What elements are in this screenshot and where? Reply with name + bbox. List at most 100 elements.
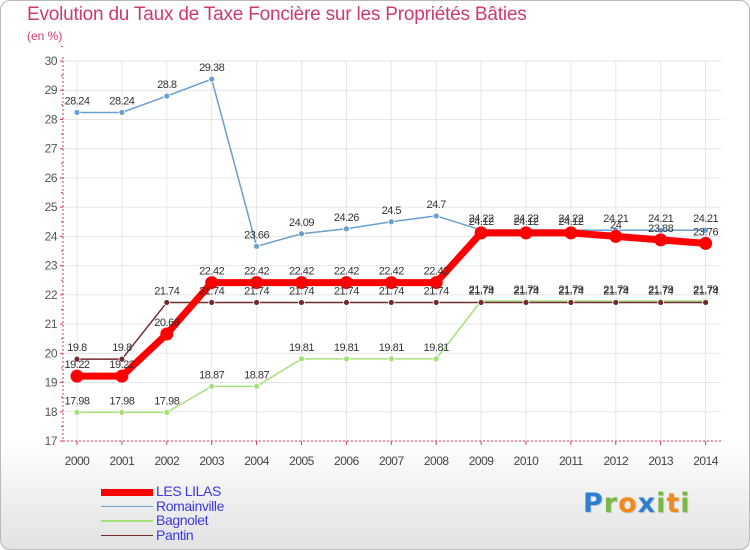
data-label: 28.24 <box>64 95 89 107</box>
data-label: 21.74 <box>603 285 628 297</box>
x-tick-label: 2009 <box>469 454 495 468</box>
data-label: 19.81 <box>424 342 449 354</box>
y-tick-label: 19 <box>45 376 58 390</box>
data-label: 24.5 <box>382 205 402 217</box>
data-point <box>73 408 81 416</box>
data-point <box>250 276 264 290</box>
x-tick-label: 2002 <box>154 454 180 468</box>
data-point <box>564 226 578 240</box>
data-label: 24.22 <box>558 213 583 225</box>
data-label: 21.74 <box>199 285 224 297</box>
data-label: 21.74 <box>693 285 718 297</box>
data-label: 18.87 <box>199 369 224 381</box>
data-label: 17.98 <box>64 395 89 407</box>
legend-swatch <box>101 520 153 522</box>
data-point <box>118 408 126 416</box>
data-label: 17.98 <box>109 395 134 407</box>
y-tick-label: 27 <box>45 142 58 156</box>
y-tick-label: 17 <box>45 434 58 448</box>
data-point <box>702 299 709 306</box>
data-label: 24.22 <box>513 213 538 225</box>
x-tick-label: 2013 <box>648 454 674 468</box>
x-tick-label: 2007 <box>379 454 405 468</box>
data-point <box>339 276 353 290</box>
data-label: 24.09 <box>289 217 314 229</box>
data-point <box>163 92 171 100</box>
data-point <box>342 355 350 363</box>
data-point <box>208 299 216 306</box>
data-label: 22.42 <box>424 266 449 278</box>
data-point <box>567 299 575 306</box>
proxiti-logo: Proxiti <box>583 488 691 519</box>
x-tick-label: 2000 <box>65 454 91 468</box>
x-tick-label: 2011 <box>559 454 584 468</box>
x-tick-label: 2003 <box>199 454 225 468</box>
logo-letter: r <box>603 488 619 519</box>
data-point <box>384 276 398 290</box>
x-tick-label: 2004 <box>244 454 270 468</box>
data-point <box>298 230 305 238</box>
data-label: 19.81 <box>379 342 404 354</box>
data-label: 21.74 <box>424 285 449 297</box>
data-label: 21.74 <box>558 285 583 297</box>
data-label: 19.22 <box>109 359 134 371</box>
data-label: 21.74 <box>648 285 673 297</box>
data-label: 21.74 <box>289 285 314 297</box>
data-point <box>205 276 219 290</box>
data-point <box>699 236 713 250</box>
y-tick-label: 20 <box>45 346 58 360</box>
x-tick-label: 2006 <box>334 454 360 468</box>
data-label: 23.76 <box>693 226 718 238</box>
data-label: 21.79 <box>603 284 628 296</box>
data-label: 19.22 <box>64 359 89 371</box>
logo-letter: i <box>680 488 691 519</box>
data-point <box>387 218 395 226</box>
data-point <box>118 355 126 363</box>
data-label: 19.8 <box>112 342 132 354</box>
data-label: 21.79 <box>513 284 538 296</box>
data-point <box>163 299 171 306</box>
data-label: 24.21 <box>693 213 718 225</box>
legend-label: Pantin <box>156 526 194 543</box>
data-label: 21.79 <box>558 284 583 296</box>
x-tick-label: 2010 <box>514 454 540 468</box>
data-label: 24.21 <box>648 213 673 225</box>
data-label: 24.26 <box>334 212 359 224</box>
data-label: 21.79 <box>648 284 673 296</box>
data-point <box>429 276 443 290</box>
y-tick-label: 29 <box>45 83 58 97</box>
data-label: 24.7 <box>426 199 446 211</box>
data-point <box>298 299 305 306</box>
data-point <box>387 355 395 363</box>
y-tick-label: 30 <box>45 54 58 68</box>
data-label: 29.38 <box>199 62 224 74</box>
legend-label: LES LILAS <box>156 483 221 499</box>
data-label: 21.74 <box>379 285 404 297</box>
data-label: 24.12 <box>558 216 583 228</box>
y-tick-label: 18 <box>45 405 58 419</box>
y-tick-label: 23 <box>45 259 58 273</box>
data-point <box>342 225 350 233</box>
data-label: 24.12 <box>469 216 494 228</box>
data-label: 24.22 <box>469 213 494 225</box>
data-point <box>609 229 623 243</box>
data-label: 24.12 <box>513 216 538 228</box>
data-point <box>70 369 84 383</box>
legend-label: Romainville <box>156 497 224 514</box>
data-point <box>474 226 488 240</box>
data-label: 22.42 <box>379 266 404 278</box>
data-label: 21.74 <box>513 285 538 297</box>
data-label: 22.42 <box>289 266 314 278</box>
data-label: 21.74 <box>244 285 269 297</box>
logo-letter: P <box>583 488 604 519</box>
data-point <box>519 226 533 240</box>
data-label: 21.74 <box>154 285 179 297</box>
data-label: 23.66 <box>244 229 269 241</box>
data-point <box>115 369 129 383</box>
data-point <box>73 109 81 116</box>
y-tick-label: 21 <box>45 317 58 331</box>
data-label: 22.42 <box>334 266 359 278</box>
logo-letter: t <box>666 488 681 519</box>
data-point <box>657 226 665 234</box>
